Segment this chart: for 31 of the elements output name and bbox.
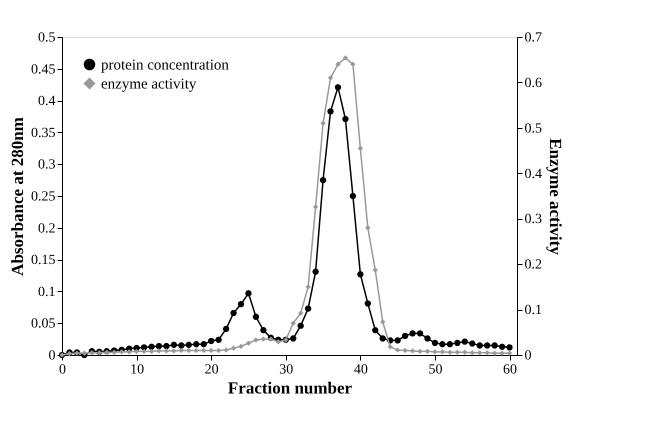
x-tick-label: 0 xyxy=(59,362,66,378)
x-axis-title: Fraction number xyxy=(228,378,353,398)
y-tick-label: 0.3 xyxy=(38,158,56,173)
y2-tick-label: 0.7 xyxy=(524,30,542,46)
y2-tick-label: 0.1 xyxy=(524,303,542,318)
y-tick-label: 0.45 xyxy=(31,62,56,78)
x-tick-label: 30 xyxy=(279,362,294,378)
legend-label: protein concentration xyxy=(101,58,230,74)
y-tick-label: 0.4 xyxy=(38,94,56,110)
y-tick-label: 0.05 xyxy=(31,316,56,332)
y-tick-label: 0.2 xyxy=(38,221,56,236)
y2-tick-label: 0.6 xyxy=(524,76,542,91)
y-tick-label: 0.5 xyxy=(38,30,56,46)
y-tick-label: 0.1 xyxy=(38,284,56,300)
x-tick-label: 20 xyxy=(204,362,219,378)
y-tick-label: 0.15 xyxy=(31,253,56,268)
y-tick-label: 0.35 xyxy=(31,126,56,141)
y2-tick-label: 0.3 xyxy=(524,212,542,228)
x-tick-label: 60 xyxy=(503,362,518,378)
y-axis-title: Absorbance at 280nm xyxy=(8,117,27,276)
x-tick-label: 40 xyxy=(354,362,368,378)
y-tick-label: 0 xyxy=(48,348,56,364)
legend-label: enzyme activity xyxy=(101,76,197,92)
y2-tick-label: 0.5 xyxy=(524,121,542,136)
y2-tick-label: 0 xyxy=(524,348,532,364)
y2-tick-label: 0.4 xyxy=(524,166,542,182)
y-tick-label: 0.25 xyxy=(31,190,56,204)
x-tick-label: 10 xyxy=(130,362,144,378)
y2-axis-title: Enzyme activity xyxy=(546,138,565,256)
x-tick-label: 50 xyxy=(428,362,442,378)
y2-tick-label: 0.2 xyxy=(524,258,542,273)
